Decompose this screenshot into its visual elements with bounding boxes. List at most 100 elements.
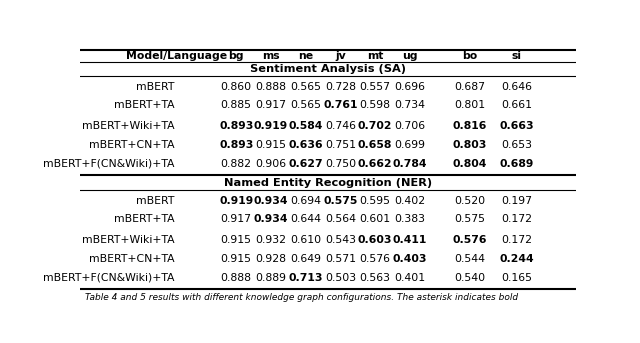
Text: 0.402: 0.402	[394, 196, 426, 206]
Text: 0.915: 0.915	[221, 254, 252, 264]
Text: si: si	[511, 51, 522, 61]
Text: bg: bg	[228, 51, 244, 61]
Text: 0.888: 0.888	[221, 273, 252, 283]
Text: Model/Language: Model/Language	[126, 51, 227, 61]
Text: 0.595: 0.595	[360, 196, 390, 206]
Text: 0.906: 0.906	[255, 159, 287, 169]
Text: 0.696: 0.696	[394, 82, 426, 92]
Text: 0.885: 0.885	[221, 100, 252, 110]
Text: 0.860: 0.860	[221, 82, 252, 92]
Text: 0.649: 0.649	[290, 254, 321, 264]
Text: 0.804: 0.804	[452, 159, 486, 169]
Text: 0.575: 0.575	[454, 214, 485, 224]
Text: 0.544: 0.544	[454, 254, 485, 264]
Text: 0.713: 0.713	[289, 273, 323, 283]
Text: 0.557: 0.557	[360, 82, 390, 92]
Text: 0.728: 0.728	[325, 82, 356, 92]
Text: 0.197: 0.197	[501, 196, 532, 206]
Text: 0.576: 0.576	[360, 254, 390, 264]
Text: bo: bo	[461, 51, 477, 61]
Text: 0.401: 0.401	[394, 273, 426, 283]
Text: 0.563: 0.563	[360, 273, 390, 283]
Text: 0.644: 0.644	[290, 214, 321, 224]
Text: 0.658: 0.658	[358, 140, 392, 150]
Text: 0.915: 0.915	[221, 235, 252, 245]
Text: Table 4 and 5 results with different knowledge graph configurations. The asteris: Table 4 and 5 results with different kno…	[85, 293, 518, 301]
Text: 0.928: 0.928	[255, 254, 287, 264]
Text: 0.564: 0.564	[325, 214, 356, 224]
Text: 0.889: 0.889	[255, 273, 287, 283]
Text: 0.244: 0.244	[499, 254, 534, 264]
Text: ms: ms	[262, 51, 280, 61]
Text: 0.746: 0.746	[325, 121, 356, 131]
Text: 0.687: 0.687	[454, 82, 485, 92]
Text: 0.172: 0.172	[501, 235, 532, 245]
Text: 0.661: 0.661	[501, 100, 532, 110]
Text: 0.383: 0.383	[394, 214, 426, 224]
Text: 0.919: 0.919	[254, 121, 288, 131]
Text: 0.653: 0.653	[501, 140, 532, 150]
Text: 0.584: 0.584	[289, 121, 323, 131]
Text: 0.751: 0.751	[325, 140, 356, 150]
Text: 0.761: 0.761	[323, 100, 358, 110]
Text: 0.636: 0.636	[289, 140, 323, 150]
Text: 0.893: 0.893	[219, 121, 253, 131]
Text: mBERT+CN+TA: mBERT+CN+TA	[88, 254, 174, 264]
Text: 0.598: 0.598	[360, 100, 390, 110]
Text: 0.893: 0.893	[219, 140, 253, 150]
Text: 0.699: 0.699	[394, 140, 426, 150]
Text: mBERT: mBERT	[136, 82, 174, 92]
Text: 0.803: 0.803	[452, 140, 486, 150]
Text: 0.571: 0.571	[325, 254, 356, 264]
Text: 0.816: 0.816	[452, 121, 486, 131]
Text: 0.934: 0.934	[253, 196, 288, 206]
Text: 0.172: 0.172	[501, 214, 532, 224]
Text: 0.662: 0.662	[358, 159, 392, 169]
Text: 0.882: 0.882	[221, 159, 252, 169]
Text: 0.917: 0.917	[221, 214, 252, 224]
Text: 0.565: 0.565	[290, 82, 321, 92]
Text: 0.919: 0.919	[219, 196, 253, 206]
Text: 0.934: 0.934	[253, 214, 288, 224]
Text: Sentiment Analysis (SA): Sentiment Analysis (SA)	[250, 64, 406, 74]
Text: 0.646: 0.646	[501, 82, 532, 92]
Text: 0.750: 0.750	[325, 159, 356, 169]
Text: 0.627: 0.627	[289, 159, 323, 169]
Text: jv: jv	[335, 51, 346, 61]
Text: 0.603: 0.603	[358, 235, 392, 245]
Text: 0.543: 0.543	[325, 235, 356, 245]
Text: mt: mt	[367, 51, 383, 61]
Text: 0.520: 0.520	[454, 196, 485, 206]
Text: 0.932: 0.932	[255, 235, 287, 245]
Text: mBERT+F(CN&Wiki)+TA: mBERT+F(CN&Wiki)+TA	[43, 159, 174, 169]
Text: 0.663: 0.663	[499, 121, 534, 131]
Text: mBERT: mBERT	[136, 196, 174, 206]
Text: 0.801: 0.801	[454, 100, 485, 110]
Text: 0.540: 0.540	[454, 273, 485, 283]
Text: Named Entity Recognition (NER): Named Entity Recognition (NER)	[224, 178, 432, 188]
Text: 0.706: 0.706	[394, 121, 426, 131]
Text: 0.689: 0.689	[499, 159, 534, 169]
Text: 0.411: 0.411	[393, 235, 427, 245]
Text: mBERT+TA: mBERT+TA	[114, 214, 174, 224]
Text: 0.702: 0.702	[358, 121, 392, 131]
Text: 0.784: 0.784	[392, 159, 427, 169]
Text: mBERT+Wiki+TA: mBERT+Wiki+TA	[82, 121, 174, 131]
Text: 0.403: 0.403	[392, 254, 427, 264]
Text: 0.915: 0.915	[255, 140, 287, 150]
Text: 0.576: 0.576	[452, 235, 486, 245]
Text: 0.694: 0.694	[290, 196, 321, 206]
Text: ug: ug	[402, 51, 417, 61]
Text: mBERT+CN+TA: mBERT+CN+TA	[88, 140, 174, 150]
Text: 0.503: 0.503	[325, 273, 356, 283]
Text: mBERT+F(CN&Wiki)+TA: mBERT+F(CN&Wiki)+TA	[43, 273, 174, 283]
Text: 0.165: 0.165	[501, 273, 532, 283]
Text: 0.575: 0.575	[323, 196, 358, 206]
Text: 0.565: 0.565	[290, 100, 321, 110]
Text: 0.734: 0.734	[394, 100, 426, 110]
Text: mBERT+TA: mBERT+TA	[114, 100, 174, 110]
Text: 0.917: 0.917	[255, 100, 287, 110]
Text: 0.601: 0.601	[360, 214, 390, 224]
Text: ne: ne	[298, 51, 313, 61]
Text: 0.888: 0.888	[255, 82, 287, 92]
